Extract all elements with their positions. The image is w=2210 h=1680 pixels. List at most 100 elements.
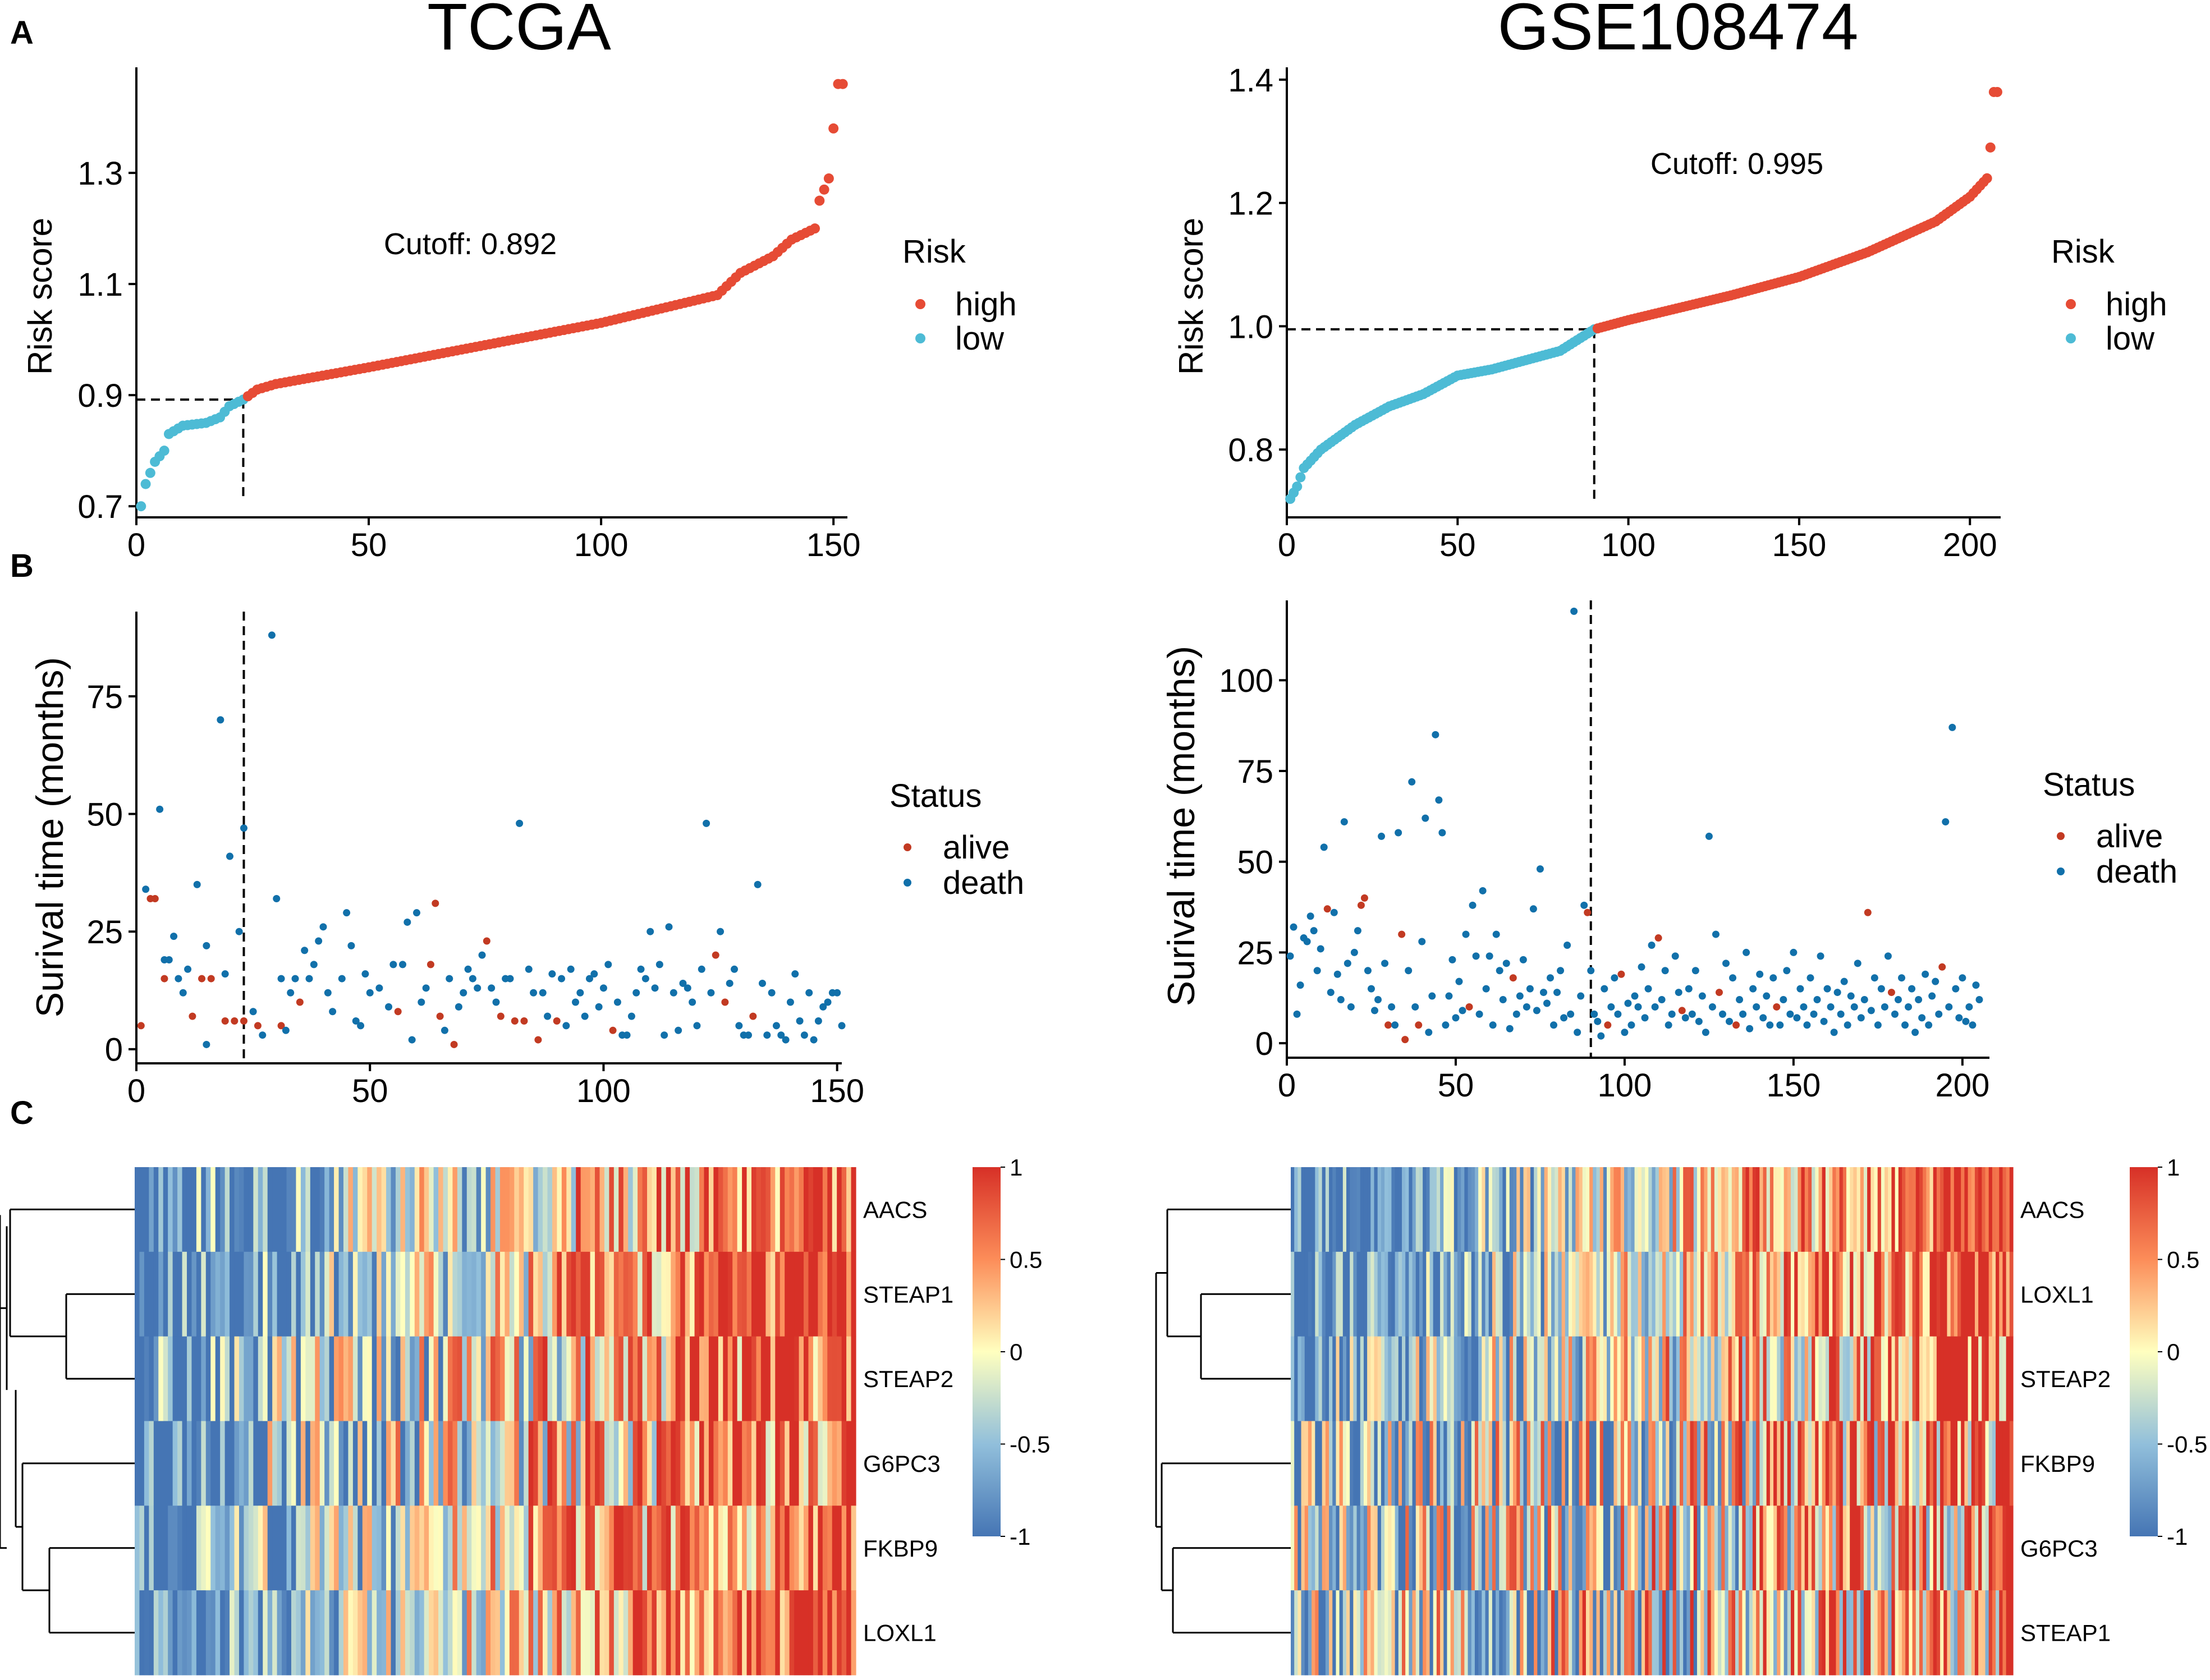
tcga-heat-cell <box>457 1505 462 1591</box>
gse-heat-cell <box>1312 1336 1315 1422</box>
tcga-heat-cell <box>818 1167 823 1252</box>
gse-heat-cell <box>2006 1251 2010 1337</box>
tcga-heat-cell <box>230 1421 235 1506</box>
tcga-heat-cell <box>267 1251 273 1337</box>
gse-surv-point-alive <box>1773 1003 1781 1011</box>
tcga-heat-cell <box>168 1251 173 1337</box>
gse-heat-cell <box>1836 1421 1840 1506</box>
gse-heat-cell <box>1791 1336 1795 1422</box>
gse-heat-cell <box>1672 1336 1677 1422</box>
tcga-status-legend-title: Status <box>889 778 982 814</box>
gse-heat-cell <box>1919 1590 1923 1676</box>
gse-heat-cell <box>1822 1251 1826 1337</box>
gse-heat-cell <box>1718 1505 1722 1591</box>
gse-heat-cell <box>1950 1421 1955 1506</box>
gse-heat-cell <box>1881 1167 1885 1252</box>
gse-heat-cell <box>1690 1167 1694 1252</box>
gse-heat-cell <box>1832 1251 1837 1337</box>
tcga-heat-cell <box>191 1336 197 1422</box>
gse-heat-cell <box>1569 1505 1572 1591</box>
gse-heat-cell <box>1725 1590 1729 1676</box>
gse-heat-cell <box>1676 1167 1680 1252</box>
gse-heat-cell <box>1645 1167 1649 1252</box>
tcga-heat-cell <box>775 1251 781 1337</box>
gse-heat-cell <box>1648 1167 1653 1252</box>
panel-label-c: C <box>10 1095 34 1131</box>
gse-heat-cell <box>1891 1421 1896 1506</box>
gse-heat-cell <box>1377 1590 1382 1676</box>
gse-heat-cell <box>1482 1336 1486 1422</box>
gse-heat-cell <box>1561 1590 1566 1676</box>
gse-heat-cell <box>1478 1421 1482 1506</box>
gse-heat-cell <box>1957 1336 1961 1422</box>
gse-heat-cell <box>2002 1336 2007 1422</box>
tcga-surv-point-alive <box>534 1036 542 1044</box>
gse-heat-cell <box>1540 1421 1545 1506</box>
gse-surv-point-death <box>1523 1003 1530 1011</box>
gse-surv-point-death <box>1901 1021 1909 1029</box>
gse-heat-cell <box>1308 1251 1312 1337</box>
gse-heat-cell <box>1339 1336 1344 1422</box>
tcga-surv-point-death <box>287 989 295 997</box>
gse-heat-cell <box>1808 1505 1812 1591</box>
tcga-surv-point-death <box>693 1022 701 1030</box>
tcga-heat-cell <box>471 1505 477 1591</box>
gse-surv-point-death <box>1550 1021 1558 1029</box>
gse-heat-cell <box>1874 1336 1878 1422</box>
gse-heat-cell <box>1412 1590 1416 1676</box>
tcga-heat-cell <box>391 1421 396 1506</box>
gse-heat-cell <box>1603 1590 1607 1676</box>
gse-heat-cell <box>1297 1505 1302 1591</box>
gse-heat-cell <box>1950 1336 1955 1422</box>
tcga-heat-cell <box>841 1505 847 1591</box>
gse-surv-point-death <box>1340 818 1348 826</box>
tcga-heat-cell <box>642 1167 648 1252</box>
gse-heat-cell <box>1370 1421 1375 1506</box>
tcga-heat-cell <box>647 1505 653 1591</box>
tcga-heat-cell <box>395 1336 401 1422</box>
gse-heat-cell <box>1669 1336 1673 1422</box>
gse-heat-cell <box>1353 1167 1358 1252</box>
gse-heat-cell <box>1391 1421 1396 1506</box>
gse-heat-cell <box>1988 1336 1993 1422</box>
tcga-surv-point-death <box>488 984 496 992</box>
tcga-surv-point-alive <box>432 899 439 907</box>
gse-heat-cell <box>1551 1336 1555 1422</box>
tcga-heat-cell <box>144 1336 149 1422</box>
tcga-heat-cell <box>296 1167 301 1252</box>
gse-heat-cell <box>1791 1590 1795 1676</box>
gse-surv-point-alive <box>1415 1021 1423 1029</box>
tcga-heat-cell <box>253 1336 259 1422</box>
gse-surv-point-death <box>1367 985 1375 993</box>
tcga-heat-cell <box>785 1251 790 1337</box>
gse-surv-point-death <box>1806 974 1814 982</box>
tcga-heat-cell <box>177 1590 183 1676</box>
gse-heat-cell <box>1526 1505 1531 1591</box>
gse-heat-cell <box>1318 1167 1323 1252</box>
gse-heat-cell <box>1842 1421 1847 1506</box>
gse-heat-cell <box>1291 1590 1295 1676</box>
gse-heat-cell <box>1780 1336 1785 1422</box>
tcga-heat-cell <box>808 1251 814 1337</box>
gse-heat-cell <box>1641 1505 1645 1591</box>
gse-heat-cell <box>1974 1167 1979 1252</box>
tcga-heat-cell <box>220 1336 226 1422</box>
tcga-heat-cell <box>519 1590 524 1676</box>
gse-surv-point-death <box>1691 967 1699 975</box>
gse-heat-cell <box>1492 1167 1496 1252</box>
gse-heat-cell <box>1426 1251 1430 1337</box>
gse-surv-point-death <box>1485 952 1493 960</box>
tcga-surv-point-alive <box>254 1022 262 1030</box>
tcga-heat-cell <box>286 1505 292 1591</box>
tcga-heat-cell <box>694 1505 700 1591</box>
gse-heat-cell <box>1954 1167 1958 1252</box>
gse-surv-point-death <box>1759 1014 1767 1022</box>
tcga-heat-cell <box>699 1421 705 1506</box>
tcga-heat-cell <box>822 1251 828 1337</box>
tcga-heat-cell <box>215 1167 221 1252</box>
tcga-heat-cell <box>732 1421 738 1506</box>
tcga-heat-cell <box>694 1167 700 1252</box>
gse-heat-cell <box>1780 1421 1785 1506</box>
